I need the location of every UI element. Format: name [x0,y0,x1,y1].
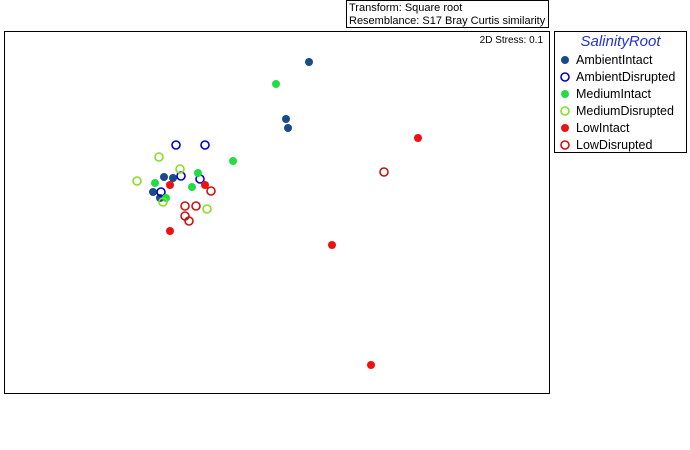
point-lowintact-1 [414,134,422,142]
legend-item-lowdisrupted: LowDisrupted [555,136,686,153]
point-mediumintact-6 [162,194,170,202]
point-mediumintact-4 [151,179,159,187]
legend-marker-icon [561,55,569,64]
scatter-svg [132,58,422,369]
legend-marker-icon [561,123,569,132]
legend-item-label: LowIntact [576,120,630,135]
legend-item-ambientintact: AmbientIntact [555,51,686,68]
point-ambientintact-1 [305,58,313,66]
point-mediumdisrupted-4 [158,197,168,207]
legend-title: SalinityRoot [580,33,661,50]
point-lowintact-2 [166,181,174,189]
point-mediumintact-5 [188,183,196,191]
legend-item-ambientdisrupted: AmbientDisrupted [555,68,686,85]
point-ambientdisrupted-5 [156,187,166,197]
point-lowdisrupted-2 [206,186,216,196]
point-lowintact-5 [166,227,174,235]
point-ambientintact-4 [160,173,168,181]
point-ambientintact-3 [284,124,292,132]
legend-item-label: MediumDisrupted [576,103,674,118]
legend-marker-icon [560,71,570,82]
transform-text: Transform: Square root [349,2,463,14]
point-mediumdisrupted-5 [202,204,212,214]
resemblance-text: Resemblance: S17 Bray Curtis similarity [349,15,546,27]
legend-item-mediumintact: MediumIntact [555,85,686,102]
legend-item-lowintact: LowIntact [555,119,686,136]
point-ambientintact-6 [149,188,157,196]
point-ambientdisrupted-1 [171,140,181,150]
point-mediumintact-2 [229,157,237,165]
point-ambientdisrupted-3 [176,171,186,181]
transform-info-box: Transform: Square root Resemblance: S17 … [346,0,549,28]
point-lowdisrupted-3 [180,201,190,211]
legend-marker-icon [561,89,569,98]
point-lowdisrupted-1 [379,167,389,177]
point-mediumdisrupted-2 [132,176,142,186]
point-ambientintact-5 [169,174,177,182]
legend-item-label: MediumIntact [576,86,652,101]
legend-item-label: AmbientIntact [576,52,653,67]
point-lowdisrupted-6 [184,216,194,226]
point-ambientintact-2 [282,115,290,123]
point-lowintact-4 [328,241,336,249]
point-lowdisrupted-4 [191,201,201,211]
stress-label: 2D Stress: 0.1 [479,35,543,46]
legend-item-mediumdisrupted: MediumDisrupted [555,102,686,119]
point-mediumdisrupted-3 [175,164,185,174]
legend-marker-icon [560,105,570,116]
legend-marker-icon [560,139,570,150]
mds-plot-area: 2D Stress: 0.1 [4,31,550,394]
legend-items: AmbientIntact AmbientDisrupted MediumIntac… [555,51,686,153]
point-lowintact-6 [367,361,375,369]
legend-item-label: AmbientDisrupted [576,69,676,84]
legend-item-label: LowDisrupted [576,137,653,152]
legend: SalinityRoot AmbientIntact AmbientDisrupt… [554,31,687,153]
point-mediumdisrupted-1 [154,152,164,162]
point-lowintact-3 [201,181,209,189]
point-mediumintact-1 [272,80,280,88]
point-mediumintact-3 [194,169,202,177]
point-ambientdisrupted-2 [200,140,210,150]
